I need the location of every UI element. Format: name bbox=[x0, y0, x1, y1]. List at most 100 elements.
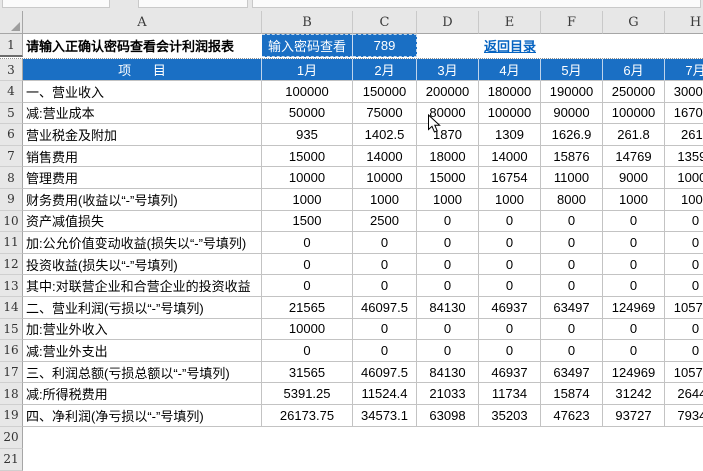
value-cell[interactable]: 63098 bbox=[417, 404, 479, 427]
row-number[interactable]: 21 bbox=[0, 448, 23, 471]
value-cell[interactable]: 90000 bbox=[541, 102, 603, 125]
value-cell[interactable]: 0 bbox=[603, 232, 665, 254]
month-header-cell[interactable]: 7月 bbox=[665, 59, 703, 81]
value-cell[interactable]: 0 bbox=[417, 253, 479, 276]
month-header-cell[interactable]: 6月 bbox=[603, 59, 665, 81]
value-cell[interactable]: 0 bbox=[262, 232, 353, 254]
value-cell[interactable]: 75000 bbox=[353, 102, 417, 125]
value-cell[interactable]: 0 bbox=[417, 340, 479, 362]
empty-cell[interactable] bbox=[23, 426, 703, 449]
value-cell[interactable]: 1402.5 bbox=[353, 124, 417, 146]
value-cell[interactable]: 46937 bbox=[479, 296, 541, 319]
row-number[interactable]: 17 bbox=[0, 361, 23, 384]
value-cell[interactable]: 18000 bbox=[417, 145, 479, 168]
value-cell[interactable]: 0 bbox=[665, 340, 703, 362]
fx-box[interactable] bbox=[138, 0, 248, 8]
value-cell[interactable]: 0 bbox=[479, 318, 541, 341]
value-cell[interactable]: 0 bbox=[417, 275, 479, 297]
value-cell[interactable]: 46097.5 bbox=[353, 361, 417, 384]
value-cell[interactable]: 0 bbox=[479, 275, 541, 297]
value-cell[interactable]: 11734 bbox=[479, 383, 541, 405]
value-cell[interactable]: 46097.5 bbox=[353, 296, 417, 319]
row-number[interactable]: 10 bbox=[0, 210, 23, 233]
value-cell[interactable]: 0 bbox=[479, 210, 541, 233]
column-header-H[interactable]: H bbox=[665, 11, 703, 34]
value-cell[interactable]: 167000 bbox=[665, 102, 703, 125]
value-cell[interactable]: 0 bbox=[541, 275, 603, 297]
value-cell[interactable]: 0 bbox=[541, 318, 603, 341]
row-label-cell[interactable]: 一、营业收入 bbox=[23, 81, 262, 103]
value-cell[interactable]: 2618 bbox=[665, 124, 703, 146]
cell-d1[interactable] bbox=[417, 34, 479, 57]
empty-cell[interactable] bbox=[23, 448, 703, 471]
row-label-cell[interactable]: 投资收益(损失以“-”号填列) bbox=[23, 253, 262, 276]
value-cell[interactable]: 35203 bbox=[479, 404, 541, 427]
value-cell[interactable]: 0 bbox=[479, 340, 541, 362]
row-label-cell[interactable]: 营业税金及附加 bbox=[23, 124, 262, 146]
value-cell[interactable]: 31565 bbox=[262, 361, 353, 384]
value-cell[interactable]: 0 bbox=[541, 340, 603, 362]
month-header-cell[interactable]: 4月 bbox=[479, 59, 541, 81]
row-label-cell[interactable]: 财务费用(收益以“-”号填列) bbox=[23, 188, 262, 211]
row-number[interactable]: 12 bbox=[0, 253, 23, 276]
row-number[interactable]: 13 bbox=[0, 275, 23, 297]
row-label-cell[interactable]: 资产减值损失 bbox=[23, 210, 262, 233]
value-cell[interactable]: 1000 bbox=[417, 188, 479, 211]
formula-bar[interactable] bbox=[252, 0, 701, 8]
value-cell[interactable]: 11524.4 bbox=[353, 383, 417, 405]
row-number[interactable]: 20 bbox=[0, 426, 23, 449]
value-cell[interactable]: 0 bbox=[541, 232, 603, 254]
row-number[interactable]: 9 bbox=[0, 188, 23, 211]
value-cell[interactable]: 8000 bbox=[541, 188, 603, 211]
value-cell[interactable]: 21565 bbox=[262, 296, 353, 319]
value-cell[interactable]: 0 bbox=[262, 253, 353, 276]
value-cell[interactable]: 5391.25 bbox=[262, 383, 353, 405]
cell-c1-password-value[interactable]: 789 bbox=[353, 34, 417, 57]
row-number[interactable]: 5 bbox=[0, 102, 23, 125]
value-cell[interactable]: 15876 bbox=[541, 145, 603, 168]
row-number[interactable]: 15 bbox=[0, 318, 23, 341]
value-cell[interactable]: 10000 bbox=[353, 167, 417, 189]
value-cell[interactable]: 50000 bbox=[262, 102, 353, 125]
value-cell[interactable]: 84130 bbox=[417, 296, 479, 319]
value-cell[interactable]: 0 bbox=[665, 210, 703, 233]
value-cell[interactable]: 13590 bbox=[665, 145, 703, 168]
value-cell[interactable]: 124969 bbox=[603, 361, 665, 384]
value-cell[interactable]: 0 bbox=[665, 318, 703, 341]
name-box[interactable] bbox=[2, 0, 110, 8]
row-number[interactable]: 18 bbox=[0, 383, 23, 405]
column-header-E[interactable]: E bbox=[479, 11, 541, 34]
value-cell[interactable]: 14769 bbox=[603, 145, 665, 168]
value-cell[interactable]: 0 bbox=[479, 232, 541, 254]
row-label-cell[interactable]: 减:营业外支出 bbox=[23, 340, 262, 362]
value-cell[interactable]: 21033 bbox=[417, 383, 479, 405]
month-header-cell[interactable]: 1月 bbox=[262, 59, 353, 81]
value-cell[interactable]: 0 bbox=[479, 253, 541, 276]
value-cell[interactable]: 1000 bbox=[262, 188, 353, 211]
row-number[interactable]: 4 bbox=[0, 81, 23, 103]
column-header-G[interactable]: G bbox=[603, 11, 665, 34]
row-number[interactable]: 11 bbox=[0, 232, 23, 254]
value-cell[interactable]: 105792 bbox=[665, 296, 703, 319]
value-cell[interactable]: 1000 bbox=[603, 188, 665, 211]
value-cell[interactable]: 0 bbox=[603, 253, 665, 276]
value-cell[interactable]: 80000 bbox=[417, 102, 479, 125]
row-number[interactable]: 19 bbox=[0, 404, 23, 427]
value-cell[interactable]: 34573.1 bbox=[353, 404, 417, 427]
value-cell[interactable]: 15874 bbox=[541, 383, 603, 405]
row-label-cell[interactable]: 加:公允价值变动收益(损失以“-”号填列) bbox=[23, 232, 262, 254]
value-cell[interactable]: 100000 bbox=[479, 102, 541, 125]
value-cell[interactable]: 300000 bbox=[665, 81, 703, 103]
value-cell[interactable]: 100000 bbox=[262, 81, 353, 103]
row-label-cell[interactable]: 二、营业利润(亏损以“-”号填列) bbox=[23, 296, 262, 319]
value-cell[interactable]: 26173.75 bbox=[262, 404, 353, 427]
row-number-3[interactable]: 3 bbox=[0, 59, 23, 81]
row-label-cell[interactable]: 销售费用 bbox=[23, 145, 262, 168]
value-cell[interactable]: 11000 bbox=[541, 167, 603, 189]
value-cell[interactable]: 0 bbox=[665, 253, 703, 276]
value-cell[interactable]: 935 bbox=[262, 124, 353, 146]
row-label-cell[interactable]: 三、利润总额(亏损总额以“-”号填列) bbox=[23, 361, 262, 384]
value-cell[interactable]: 100000 bbox=[603, 102, 665, 125]
value-cell[interactable]: 250000 bbox=[603, 81, 665, 103]
value-cell[interactable]: 0 bbox=[353, 275, 417, 297]
